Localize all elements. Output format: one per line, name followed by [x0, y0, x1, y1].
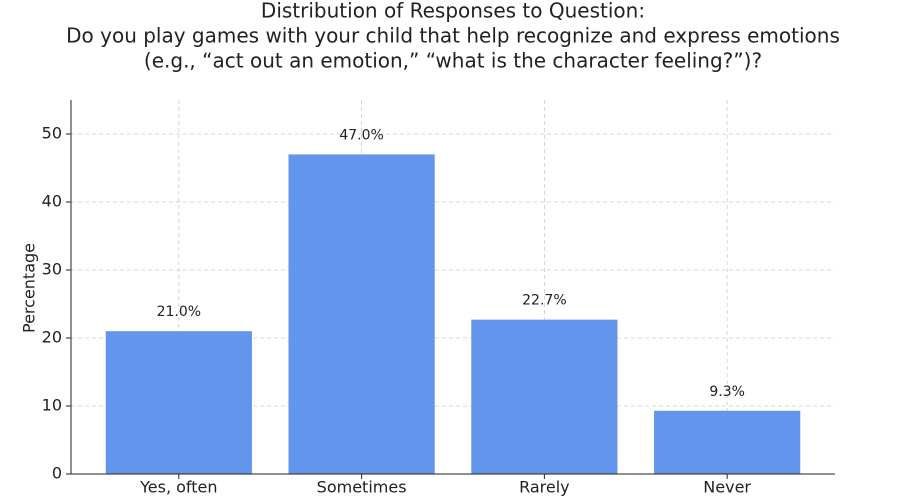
y-tick-label: 10	[42, 396, 62, 415]
x-tick-label: Rarely	[519, 478, 570, 497]
x-tick-label: Sometimes	[317, 478, 407, 497]
y-axis-label: Percentage	[20, 243, 39, 333]
chart-title: Distribution of Responses to Question:	[261, 0, 645, 23]
x-tick-label: Yes, often	[139, 478, 217, 497]
value-label: 22.7%	[522, 293, 566, 309]
y-tick-label: 40	[42, 192, 62, 211]
bar	[105, 331, 252, 474]
value-label: 9.3%	[709, 384, 745, 400]
value-label: 21.0%	[157, 304, 201, 320]
y-tick-label: 0	[52, 464, 62, 483]
chart-title: Do you play games with your child that h…	[66, 24, 840, 48]
y-tick-label: 30	[42, 260, 62, 279]
y-tick-label: 50	[42, 124, 62, 143]
value-label: 47.0%	[339, 127, 383, 143]
bar	[288, 154, 435, 474]
y-tick-label: 20	[42, 328, 62, 347]
chart-title: (e.g., “act out an emotion,” “what is th…	[144, 49, 762, 73]
bar	[654, 410, 801, 474]
x-tick-label: Never	[703, 478, 751, 497]
bar	[471, 319, 618, 474]
